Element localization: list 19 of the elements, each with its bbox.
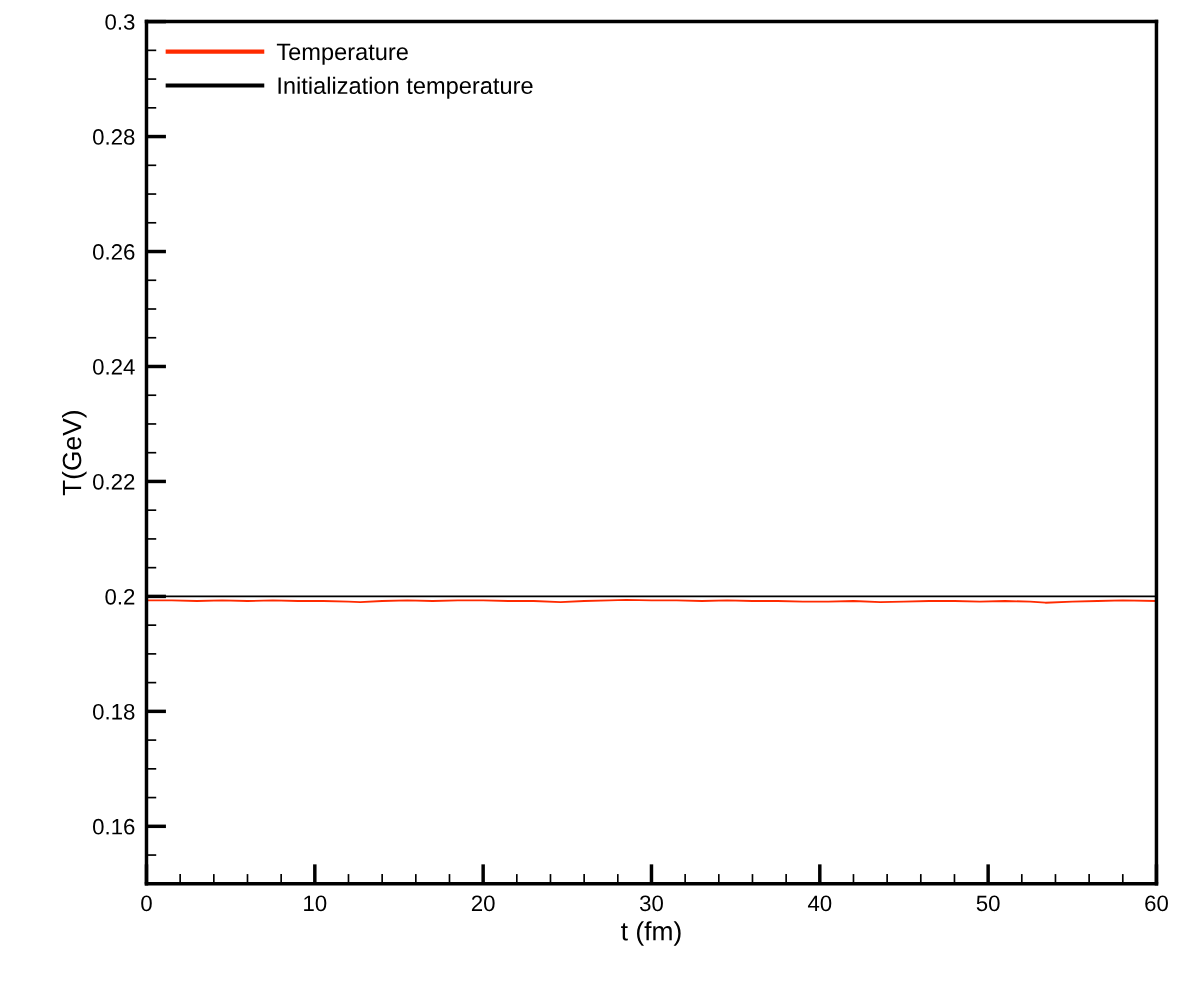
legend-label: Initialization temperature xyxy=(278,76,533,99)
x-tick-label: 40 xyxy=(807,895,832,912)
y-tick-label: 0.24 xyxy=(93,359,135,375)
x-tick-label: 60 xyxy=(1145,895,1168,912)
y-tick-label: 0.2 xyxy=(105,588,135,605)
y-tick-label: 0.28 xyxy=(93,129,135,145)
y-tick-label: 0.3 xyxy=(105,14,135,30)
y-axis-title: T(GeV) xyxy=(61,411,87,496)
x-axis-title: t (fm) xyxy=(621,921,681,946)
y-tick-label: 0.16 xyxy=(93,818,135,835)
legend-label: Temperature xyxy=(276,43,408,65)
x-tick-label: 20 xyxy=(471,895,495,912)
x-tick-label: 10 xyxy=(304,895,327,912)
y-tick-label: 0.18 xyxy=(93,703,135,720)
x-tick-label: 50 xyxy=(976,895,1000,912)
y-tick-label: 0.26 xyxy=(93,244,135,260)
x-tick-label: 0 xyxy=(141,895,152,912)
y-tick-label: 0.22 xyxy=(93,473,135,490)
x-tick-label: 30 xyxy=(639,895,663,912)
